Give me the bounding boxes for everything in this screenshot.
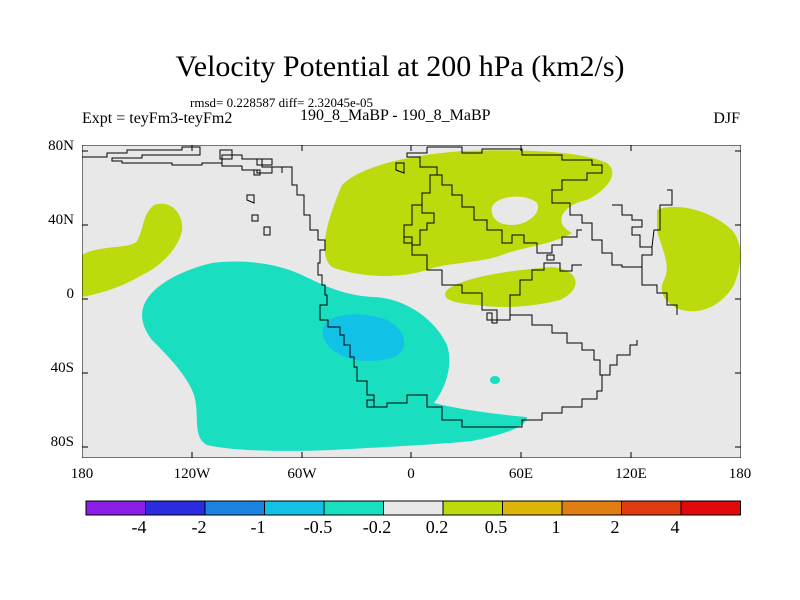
velocity-potential-map xyxy=(82,145,741,458)
coastline-north-america-arctic xyxy=(221,154,283,173)
coastline-mediterranean xyxy=(430,174,582,254)
island-caribbean xyxy=(251,214,259,222)
colorbar-label: 1 xyxy=(551,517,561,537)
coastline-americas xyxy=(82,146,603,428)
positive-anomaly-regions xyxy=(82,150,741,312)
coastline-east-asia xyxy=(651,189,673,248)
colorbar-label: -1 xyxy=(250,517,266,537)
colorbar-box xyxy=(383,500,444,516)
lon-tick-120e: 120E xyxy=(615,466,647,482)
lat-tick-80n: 80N xyxy=(48,138,74,154)
island-mid-atlantic xyxy=(263,226,271,236)
colorbar-label: 0.2 xyxy=(425,517,449,537)
coastline-eurasia xyxy=(427,146,653,268)
colorbar-box xyxy=(145,500,206,516)
experiment-label: Expt = teyFm3-teyFm2 xyxy=(82,110,233,127)
positive-region-arabian-sea xyxy=(445,267,576,308)
case-subtitle: 190_8_MaBP - 190_8_MaBP xyxy=(300,107,491,124)
colorbar-box xyxy=(204,500,265,516)
season-label: DJF xyxy=(713,110,740,127)
lat-tick-80s: 80S xyxy=(50,434,74,450)
island-arctic-2 xyxy=(253,169,261,176)
colorbar-box xyxy=(561,500,622,516)
colorbar-label: 0.5 xyxy=(484,517,508,537)
coastline-australia xyxy=(602,340,638,376)
coastlines xyxy=(82,146,678,428)
strong-negative-core xyxy=(322,314,405,362)
colorbar-box xyxy=(323,500,384,516)
colorbar-label: -0.5 xyxy=(303,517,333,537)
island-south-atlantic xyxy=(366,399,375,408)
colorbar-box xyxy=(621,500,682,516)
lat-tick-0: 0 xyxy=(66,286,75,302)
colorbar-box xyxy=(85,500,146,516)
positive-region-north-atlantic-hole xyxy=(491,196,538,225)
colorbar-label: -2 xyxy=(191,517,207,537)
island-arctic-1 xyxy=(256,158,273,166)
colorbar-label: -4 xyxy=(131,517,147,537)
lon-tick-120w: 120W xyxy=(173,466,211,482)
lon-tick-0: 0 xyxy=(407,466,415,482)
coastline-europe-detail xyxy=(403,205,435,246)
coastline-india-asia xyxy=(509,262,582,315)
colorbar-box xyxy=(442,500,503,516)
island-greenland xyxy=(219,149,233,160)
lon-tick-180e: 180 xyxy=(728,466,752,482)
chart-title: Velocity Potential at 200 hPa (km2/s) xyxy=(175,50,625,83)
lon-tick-60w: 60W xyxy=(287,466,317,482)
axis-ticks xyxy=(82,145,741,458)
negative-region-south-america-atlantic xyxy=(142,261,527,451)
positive-region-north-atlantic-eurasia xyxy=(324,150,613,277)
lon-tick-180w: 180 xyxy=(70,466,94,482)
island-britain xyxy=(395,162,405,174)
negative-spot-south-atlantic xyxy=(490,376,500,384)
lat-tick-40n: 40N xyxy=(48,212,74,228)
colorbar-box xyxy=(264,500,325,516)
colorbar-label: 2 xyxy=(610,517,620,537)
colorbar-box xyxy=(680,500,741,516)
colorbar xyxy=(85,500,741,516)
colorbar-label: -0.2 xyxy=(362,517,392,537)
lon-tick-60e: 60E xyxy=(508,466,534,482)
positive-region-west-pacific xyxy=(657,206,741,312)
lat-tick-40s: 40S xyxy=(50,360,74,376)
coastline-west-pacific-islands xyxy=(641,267,678,315)
colorbar-box xyxy=(502,500,563,516)
positive-region-east-pacific-west xyxy=(82,203,183,297)
island-north-atlantic xyxy=(246,194,255,204)
stats-label: rmsd= 0.228587 diff= 2.32045e-05 xyxy=(190,95,374,110)
island-japan xyxy=(546,254,555,261)
colorbar-label: 4 xyxy=(670,517,680,537)
